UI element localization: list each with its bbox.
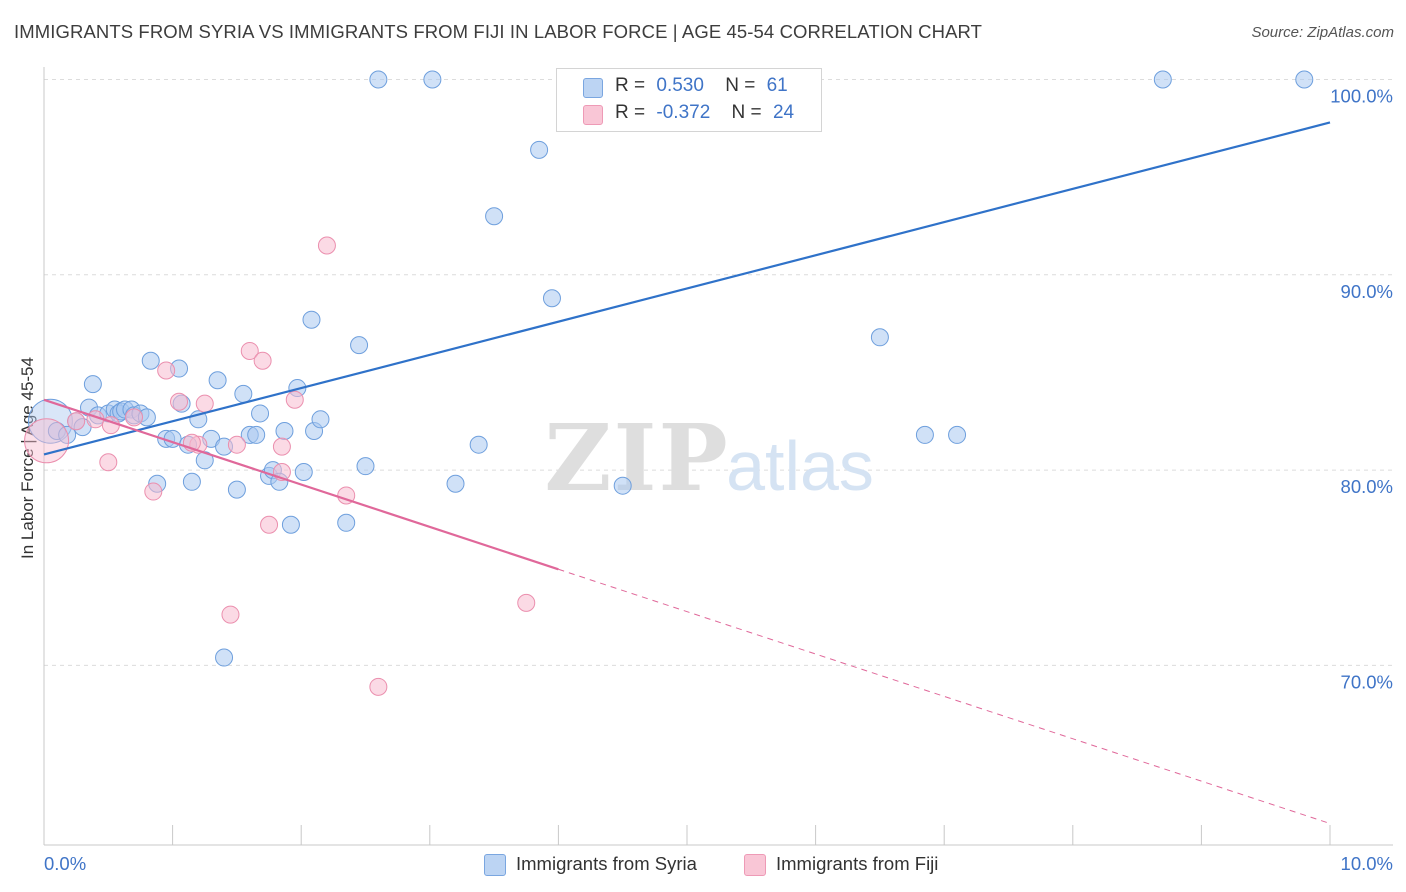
syria-point	[948, 425, 967, 444]
syria-point	[311, 410, 330, 429]
syria-point	[542, 289, 561, 308]
fiji-trend-extension	[558, 568, 1331, 824]
bottom-syria-label: Immigrants from Syria	[516, 853, 697, 874]
syria-point	[870, 328, 889, 347]
points-layer	[24, 70, 1314, 696]
syria-point	[247, 425, 266, 444]
syria-point	[83, 375, 102, 394]
syria-point	[1295, 70, 1314, 89]
watermark-atlas: atlas	[726, 427, 874, 505]
fiji-point	[227, 435, 246, 454]
fiji-point	[253, 351, 272, 370]
x-tick-label: 10.0%	[1341, 853, 1393, 874]
syria-point	[1153, 70, 1172, 89]
fiji-point	[240, 341, 259, 360]
syria-r-label: R =	[615, 75, 646, 96]
syria-point	[275, 422, 294, 441]
syria-point	[281, 515, 300, 534]
axes-layer	[43, 67, 1393, 846]
correlation-legend: R = 0.530 N = 61 R = -0.372 N = 24	[556, 68, 822, 132]
bottom-syria-swatch	[484, 854, 506, 876]
fiji-point	[369, 677, 388, 696]
fiji-point	[285, 390, 304, 409]
fiji-r-value: -0.372	[656, 102, 711, 123]
syria-point	[141, 351, 160, 370]
syria-n-label: N =	[725, 75, 756, 96]
syria-point	[208, 371, 227, 390]
fiji-n-label: N =	[731, 102, 762, 123]
y-tick-label: 80.0%	[1341, 476, 1393, 497]
syria-trend-line	[43, 121, 1331, 456]
fiji-swatch	[583, 105, 603, 125]
syria-point	[302, 310, 321, 329]
syria-point	[423, 70, 442, 89]
syria-point	[915, 425, 934, 444]
syria-point	[613, 476, 632, 495]
fiji-point	[221, 605, 240, 624]
bottom-fiji-label: Immigrants from Fiji	[776, 853, 939, 874]
fiji-point	[195, 394, 214, 413]
fiji-point	[317, 236, 336, 255]
fiji-point	[24, 418, 70, 464]
fiji-n-value: 24	[772, 102, 795, 123]
fiji-point	[170, 392, 189, 411]
fiji-point	[157, 361, 176, 380]
tick-label-layer: 70.0% 80.0% 90.0% 100.0% 0.0% 10.0%	[44, 86, 1393, 874]
syria-point	[182, 472, 201, 491]
fiji-point	[517, 593, 536, 612]
syria-point	[530, 140, 549, 159]
y-tick-label: 70.0%	[1341, 671, 1393, 692]
fiji-point	[272, 437, 291, 456]
bottom-fiji-swatch	[744, 854, 766, 876]
y-tick-label: 100.0%	[1330, 86, 1393, 107]
syria-point	[350, 336, 369, 355]
source-label: Source: ZipAtlas.com	[1251, 24, 1394, 41]
syria-n-value: 61	[766, 75, 788, 96]
fiji-r-label: R =	[615, 102, 646, 123]
trend-layer	[43, 121, 1331, 824]
syria-point	[337, 513, 356, 532]
syria-point	[58, 425, 77, 444]
syria-point	[215, 648, 234, 667]
syria-point	[485, 207, 504, 226]
x-tick-label: 0.0%	[44, 853, 86, 874]
syria-swatch	[583, 78, 603, 98]
grid-layer	[44, 79, 1393, 666]
syria-point	[356, 457, 375, 476]
syria-point	[294, 463, 313, 482]
syria-point	[234, 384, 253, 403]
fiji-point	[144, 482, 163, 501]
chart-title: IMMIGRANTS FROM SYRIA VS IMMIGRANTS FROM…	[14, 21, 983, 42]
fiji-point	[260, 515, 279, 534]
watermark: ZIP atlas	[544, 404, 874, 512]
y-tick-label: 90.0%	[1341, 281, 1393, 302]
syria-point	[369, 70, 388, 89]
fiji-trend-line	[43, 398, 559, 571]
fiji-point	[125, 408, 144, 427]
watermark-zip: ZIP	[544, 404, 729, 512]
fiji-point	[67, 412, 86, 431]
syria-point	[251, 404, 270, 423]
syria-point	[469, 435, 488, 454]
syria-r-value: 0.530	[656, 75, 704, 96]
syria-point	[446, 474, 465, 493]
fiji-point	[99, 453, 118, 472]
syria-point	[227, 480, 246, 499]
